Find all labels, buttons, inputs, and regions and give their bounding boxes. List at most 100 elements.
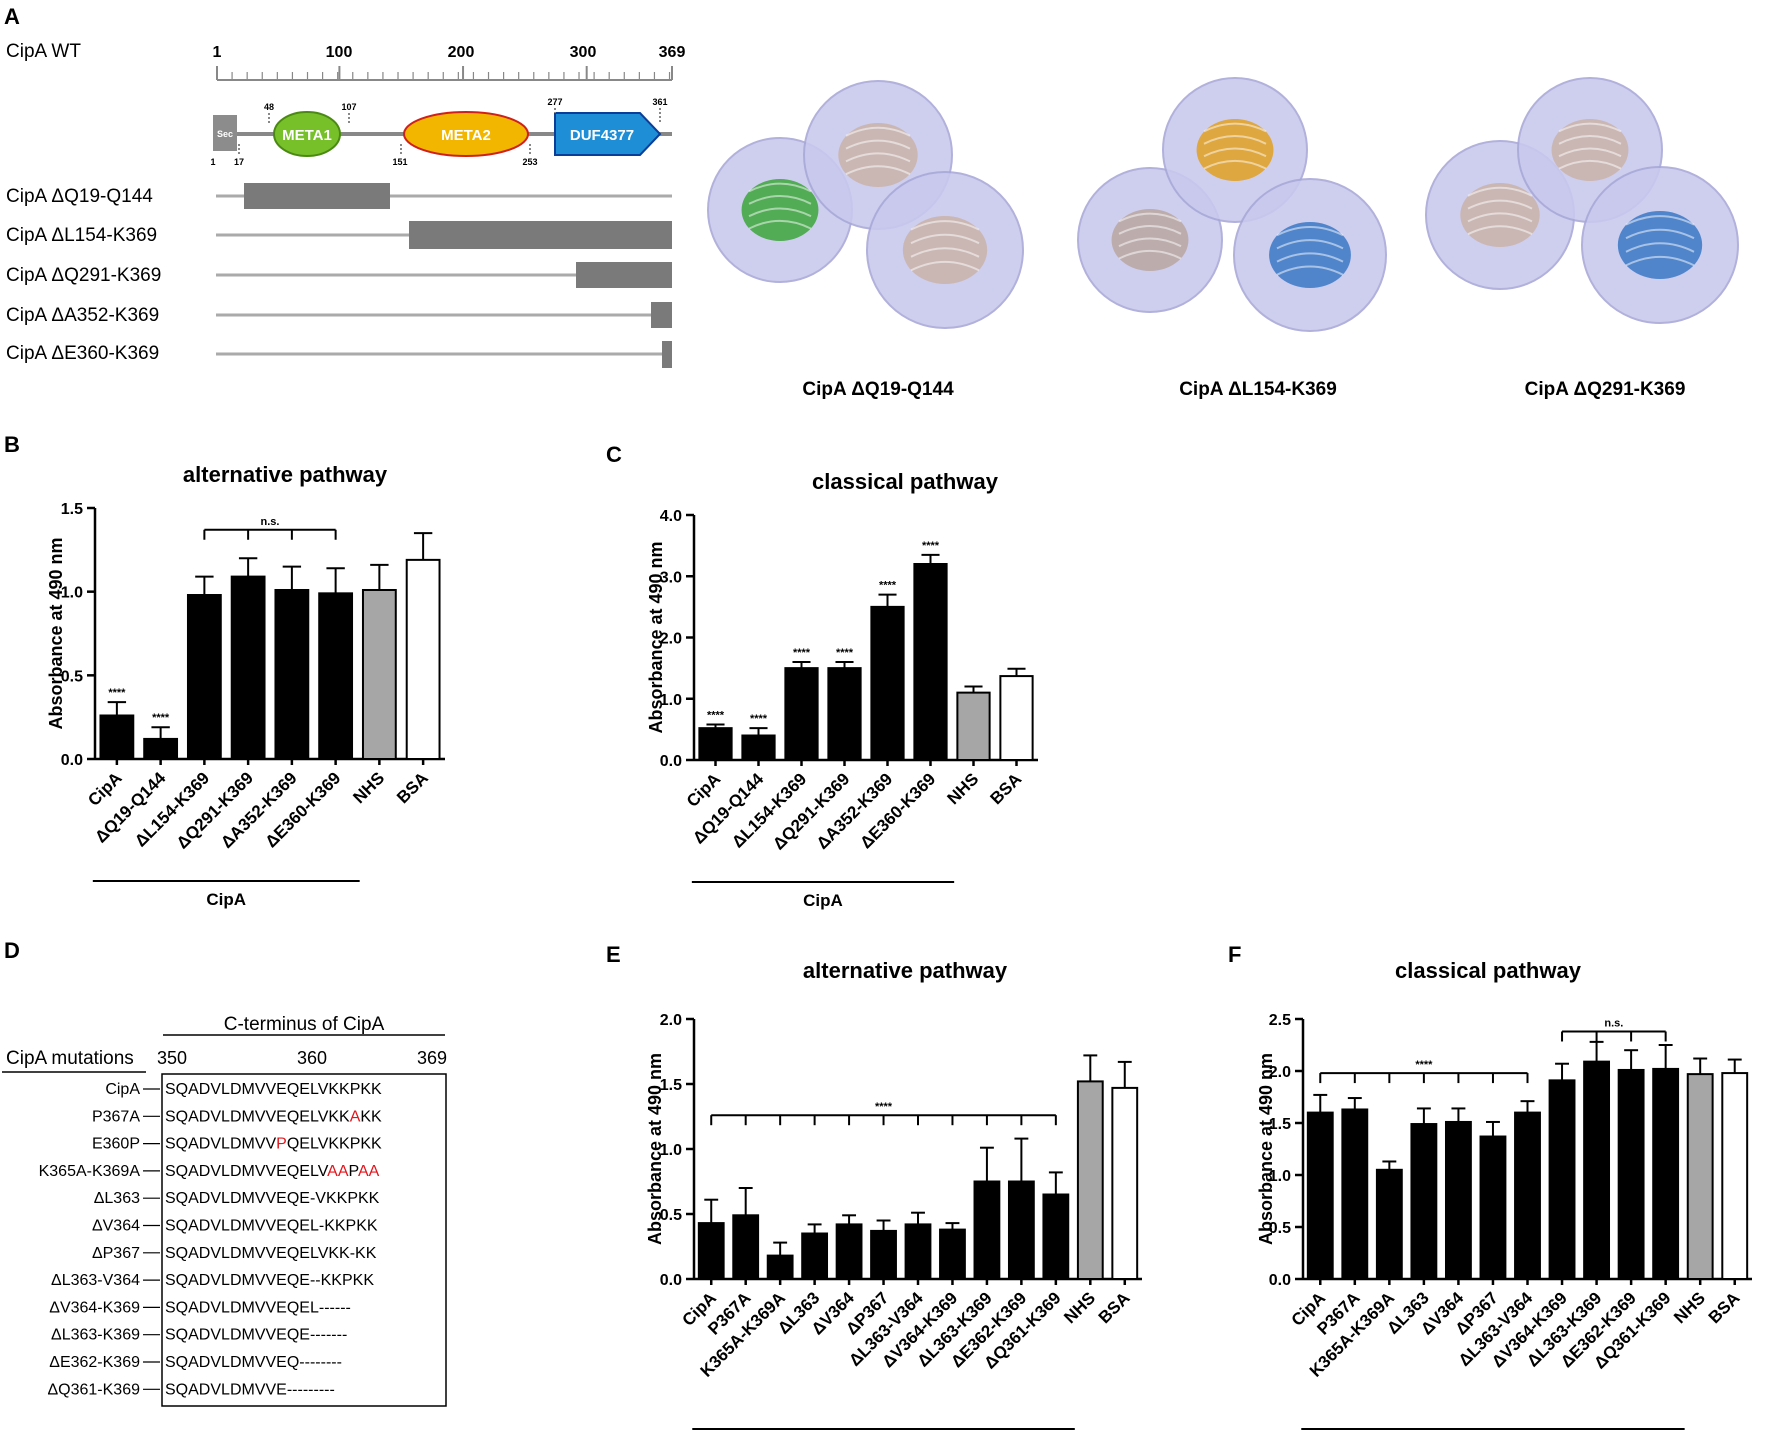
wt-label: CipA WT bbox=[6, 41, 81, 62]
beta-strand bbox=[1558, 147, 1622, 158]
bar bbox=[766, 1254, 794, 1280]
beta-strand bbox=[1118, 212, 1182, 223]
y-axis-label: Absorbance at 490 nm bbox=[1256, 1053, 1276, 1245]
mutation-name: K365A-K369A bbox=[39, 1163, 141, 1180]
beta-strand bbox=[1625, 242, 1695, 253]
y-tick-label: 0.0 bbox=[1269, 1272, 1291, 1289]
bar bbox=[1341, 1108, 1369, 1280]
mutation-name: E360P bbox=[92, 1136, 140, 1153]
bar bbox=[904, 1223, 932, 1281]
bar bbox=[1652, 1067, 1680, 1281]
mutations-label: CipA mutations bbox=[6, 1048, 134, 1069]
category-label: NHS bbox=[1670, 1288, 1709, 1327]
beta-strand bbox=[1625, 256, 1695, 267]
panel-label-c: C bbox=[606, 442, 622, 467]
significance-bracket-label: n.s. bbox=[261, 516, 280, 528]
protein-ribbon bbox=[1551, 119, 1629, 181]
beta-strand bbox=[1625, 215, 1695, 226]
boundary-label: 253 bbox=[522, 157, 537, 167]
beta-strand bbox=[1558, 159, 1622, 170]
bar bbox=[274, 588, 310, 761]
beta-strand bbox=[1467, 225, 1533, 236]
beta-strand bbox=[910, 233, 980, 245]
alignment-header: C-terminus of CipA bbox=[224, 1014, 385, 1035]
sequence: SQADVLDMVVE--------- bbox=[165, 1381, 335, 1398]
bar bbox=[1617, 1068, 1645, 1280]
boundary-label: 151 bbox=[392, 157, 407, 167]
scale-tick-label: 1 bbox=[213, 44, 222, 61]
bar bbox=[784, 667, 819, 761]
mutation-name: ΔE362-K369 bbox=[49, 1354, 140, 1371]
bar bbox=[1514, 1111, 1541, 1280]
panel-label-f: F bbox=[1228, 942, 1241, 967]
sequence: SQADVLDMVVEQE-VKKPKK bbox=[165, 1190, 380, 1207]
mutation-name: ΔP367 bbox=[92, 1245, 140, 1262]
y-tick-label: 0.0 bbox=[61, 752, 83, 769]
deletion-label: CipA ΔQ19-Q144 bbox=[6, 186, 153, 207]
significance-stars: **** bbox=[108, 687, 126, 699]
y-tick-label: 1.0 bbox=[61, 585, 83, 602]
boundary-label: 277 bbox=[547, 97, 562, 107]
sequence: SQADVLDMVVEQE--KKPKK bbox=[165, 1272, 374, 1289]
meta2-domain bbox=[403, 111, 529, 157]
bar bbox=[1375, 1168, 1403, 1281]
beta-strand bbox=[910, 247, 980, 258]
beta-strand bbox=[1118, 225, 1182, 235]
significance-bracket-ns-label: n.s. bbox=[1604, 1017, 1623, 1029]
category-label: BSA bbox=[393, 768, 432, 807]
significance-stars: **** bbox=[152, 712, 170, 724]
category-label: BSA bbox=[987, 769, 1026, 808]
category-label: NHS bbox=[349, 768, 388, 807]
beta-strand bbox=[1276, 226, 1344, 237]
significance-stars: **** bbox=[922, 540, 940, 552]
bar bbox=[99, 714, 135, 761]
panel-label-b: B bbox=[4, 432, 20, 457]
beta-strand bbox=[1276, 265, 1344, 276]
group-label: CipA bbox=[206, 890, 246, 909]
protein-ribbon bbox=[838, 123, 918, 187]
y-tick-label: 3.0 bbox=[660, 569, 682, 586]
sec-domain bbox=[213, 115, 237, 151]
significance-bracket-label: **** bbox=[875, 1101, 893, 1113]
y-tick-label: 1.0 bbox=[1269, 1168, 1291, 1185]
deletion-label: CipA ΔA352-K369 bbox=[6, 305, 159, 326]
scale-tick-label: 300 bbox=[570, 44, 597, 61]
significance-stars: **** bbox=[836, 647, 854, 659]
scale-tick-label: 100 bbox=[326, 44, 353, 61]
beta-strand bbox=[1203, 159, 1267, 170]
alignment-rows: CipA SQADVLDMVVEQELVKKPKK P367A SQADVLDMVVE… bbox=[39, 1081, 382, 1398]
beta-strand bbox=[748, 207, 812, 218]
bar bbox=[835, 1223, 863, 1281]
bar bbox=[827, 667, 862, 761]
beta-strand bbox=[1203, 135, 1267, 145]
bar bbox=[1076, 1080, 1104, 1281]
group-label: CipA bbox=[864, 1438, 904, 1441]
scale-tick-label: 369 bbox=[659, 44, 686, 61]
boundary-label: 17 bbox=[234, 157, 244, 167]
beta-strand bbox=[1276, 239, 1344, 250]
boundary-ticks bbox=[238, 108, 661, 155]
panel-label-d: D bbox=[4, 938, 20, 963]
sequence: SQADVLDMVVEQELVKK-KK bbox=[165, 1245, 377, 1262]
y-tick-label: 1.0 bbox=[660, 692, 682, 709]
protein-ribbon bbox=[1617, 211, 1703, 279]
deletion-label: CipA ΔL154-K369 bbox=[6, 225, 157, 246]
bar bbox=[1479, 1135, 1507, 1281]
mutation-name: ΔL363-K369 bbox=[51, 1327, 140, 1344]
bar bbox=[1306, 1111, 1334, 1280]
panel-label-a: A bbox=[4, 4, 20, 29]
bar bbox=[1548, 1079, 1576, 1280]
significance-stars: **** bbox=[793, 647, 811, 659]
position-label: 369 bbox=[417, 1048, 447, 1068]
beta-strand bbox=[845, 152, 911, 163]
bar bbox=[697, 1222, 725, 1280]
bar bbox=[973, 1180, 1001, 1280]
bar bbox=[143, 737, 179, 760]
y-tick-label: 1.5 bbox=[61, 501, 83, 518]
bar bbox=[1721, 1072, 1749, 1280]
beta-strand bbox=[845, 165, 911, 176]
bar bbox=[698, 727, 733, 762]
scale-tick-label: 200 bbox=[448, 44, 475, 61]
